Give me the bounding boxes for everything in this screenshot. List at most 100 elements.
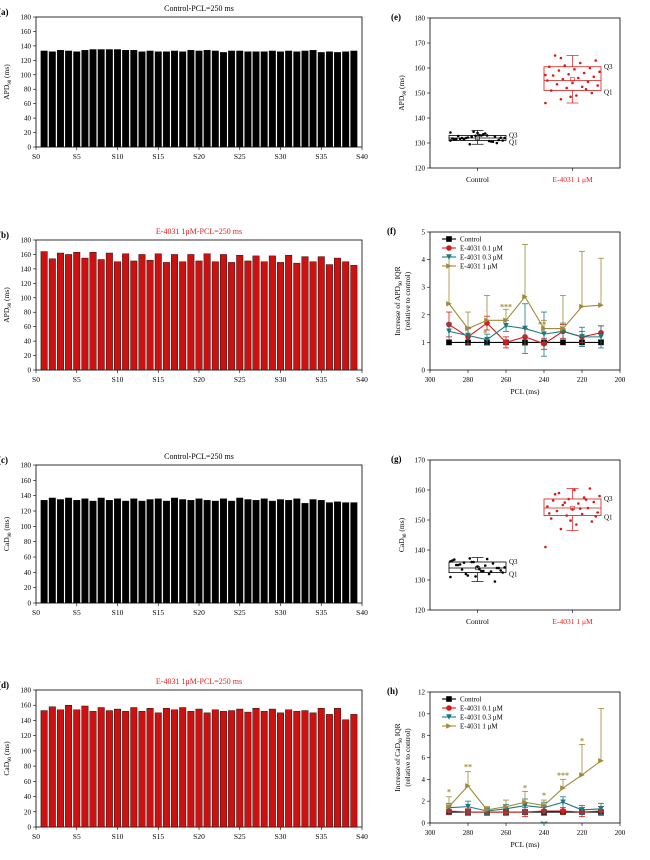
marker-triangle-right: [541, 802, 547, 809]
data-point: [483, 132, 487, 135]
y-tick-label: 2: [422, 311, 426, 319]
y-tick-label: 150: [415, 517, 426, 525]
bar: [334, 708, 342, 828]
data-point: [451, 137, 454, 140]
marker-square: [446, 236, 452, 242]
bar: [309, 499, 317, 604]
data-point: [567, 72, 570, 76]
x-tick-label: S30: [275, 152, 287, 161]
marker-triangle-down: [579, 334, 585, 340]
bar: [228, 500, 236, 604]
marker-triangle-right: [446, 300, 452, 307]
data-point: [578, 507, 582, 510]
data-point: [454, 137, 458, 141]
y-tick-label: 0: [28, 824, 32, 832]
bar: [40, 50, 48, 148]
x-tick-label: S40: [356, 375, 368, 384]
marker-triangle-right: [579, 772, 585, 778]
bar: [130, 260, 138, 371]
data-point: [485, 134, 489, 137]
significance-marker: *: [483, 329, 487, 338]
bar: [105, 49, 113, 148]
x-tick-label: S15: [152, 152, 164, 161]
data-point: [586, 80, 590, 84]
bar: [97, 49, 105, 148]
bar: [260, 711, 268, 828]
data-point: [487, 572, 491, 576]
y-tick-label: 140: [415, 547, 426, 555]
x-tick-label: S35: [315, 832, 327, 841]
significance-marker: ***: [557, 771, 569, 780]
y-tick-label: 80: [24, 309, 32, 317]
marker-triangle-right: [598, 757, 604, 764]
y-tick-label: 100: [21, 294, 32, 302]
marker-triangle-right: [522, 294, 528, 300]
bar: [162, 51, 170, 148]
data-point: [546, 505, 549, 508]
x-tick-label: S30: [275, 375, 287, 384]
marker-triangle-down: [465, 803, 471, 810]
significance-marker: *: [523, 783, 527, 792]
data-point: [571, 508, 574, 511]
bar: [146, 260, 154, 371]
marker-triangle-down: [503, 323, 509, 329]
data-point: [594, 59, 598, 62]
marker-triangle-right: [484, 317, 490, 324]
data-point: [544, 101, 547, 105]
bar: [89, 500, 97, 604]
bar: [154, 712, 162, 828]
marker-triangle-right: [579, 303, 585, 310]
data-point: [582, 71, 586, 75]
bar: [244, 711, 252, 828]
y-tick-label: 150: [415, 90, 426, 98]
y-tick-label: 100: [21, 71, 32, 79]
data-point: [584, 498, 588, 501]
iqr-box: [448, 561, 507, 573]
bar: [89, 711, 97, 828]
bar: [162, 708, 170, 828]
marker-triangle-right: [560, 785, 566, 791]
bar: [268, 50, 276, 148]
x-tick-label: S15: [152, 608, 164, 617]
bar: [293, 498, 301, 604]
significance-marker: *: [542, 791, 546, 800]
y-axis-label: APD90 (ms): [2, 64, 13, 100]
y-tick-label: 80: [24, 86, 32, 94]
iqr-box: [543, 498, 602, 516]
data-point: [501, 571, 504, 574]
marker-triangle-down: [484, 336, 490, 343]
data-point: [555, 82, 559, 86]
significance-marker: *: [580, 736, 584, 745]
x-category-label: Control: [466, 175, 489, 184]
x-tick-label: S15: [152, 832, 164, 841]
marker-triangle-right: [465, 783, 471, 789]
q3-label: Q3: [604, 63, 613, 71]
bar: [277, 262, 284, 371]
y-tick-label: 40: [24, 338, 32, 346]
y-tick-label: 180: [21, 462, 32, 470]
marker-triangle-right: [503, 317, 509, 324]
x-tick-label: 300: [425, 829, 436, 837]
bar: [195, 260, 203, 371]
bar: [301, 50, 309, 148]
bar: [317, 256, 325, 371]
data-point: [472, 560, 475, 564]
bar: [73, 709, 81, 828]
bar: [162, 500, 170, 604]
data-point: [598, 494, 601, 498]
y-tick-label: 60: [24, 778, 32, 786]
data-point: [590, 91, 594, 95]
y-tick-label: 180: [21, 14, 32, 22]
x-tick-label: S15: [152, 375, 164, 384]
y-tick-label: 120: [21, 508, 32, 516]
bar: [81, 50, 89, 148]
bar: [285, 500, 293, 604]
bar: [195, 708, 203, 828]
y-tick-label: 140: [21, 492, 32, 500]
panel-title: Control-PCL=250 ms: [164, 4, 234, 13]
marker-triangle-down: [579, 807, 585, 813]
data-point: [458, 137, 462, 141]
panel-letter: (h): [387, 686, 398, 696]
y-tick-label: 5: [422, 229, 426, 237]
data-point: [458, 563, 462, 566]
